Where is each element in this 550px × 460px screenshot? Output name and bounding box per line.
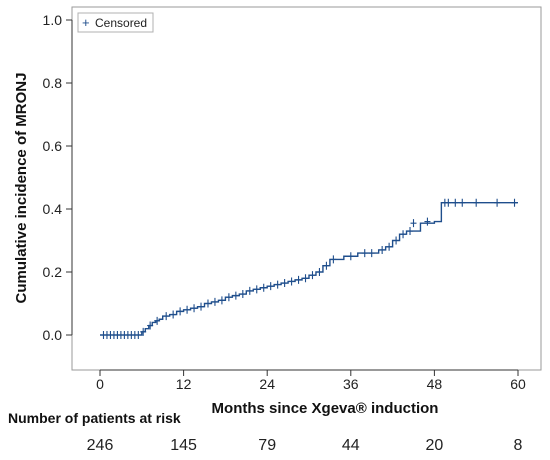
censor-mark bbox=[407, 227, 414, 236]
censor-mark bbox=[347, 252, 354, 261]
censor-mark bbox=[424, 217, 431, 226]
censor-mark bbox=[260, 283, 267, 292]
censor-mark bbox=[393, 236, 400, 245]
censor-mark bbox=[163, 312, 170, 321]
censor-mark bbox=[330, 255, 337, 264]
legend-box bbox=[77, 12, 154, 33]
censor-mark bbox=[400, 230, 407, 239]
censor-mark bbox=[147, 321, 154, 330]
censor-layer bbox=[100, 198, 518, 339]
y-tick-label: 1.0 bbox=[43, 12, 63, 28]
risk-count: 20 bbox=[426, 437, 444, 454]
y-tick-label: 0.0 bbox=[43, 327, 63, 343]
censor-mark bbox=[246, 286, 253, 295]
legend: + Censored bbox=[77, 12, 154, 33]
y-axis-title: Cumulative incidence of MRONJ bbox=[13, 73, 30, 304]
y-tick-label: 0.4 bbox=[43, 201, 63, 217]
censor-mark bbox=[135, 331, 142, 339]
censor-mark bbox=[218, 296, 225, 305]
x-tick-label: 36 bbox=[343, 376, 359, 392]
risk-count: 44 bbox=[342, 437, 360, 454]
legend-censor-symbol: + bbox=[82, 15, 90, 30]
censor-mark bbox=[309, 271, 316, 280]
censor-mark bbox=[274, 280, 281, 289]
censor-mark bbox=[368, 249, 375, 258]
x-tick-label: 48 bbox=[427, 376, 443, 392]
censor-mark bbox=[452, 198, 459, 207]
censor-mark bbox=[204, 299, 211, 308]
risk-count: 145 bbox=[170, 437, 197, 454]
y-axis: 0.0 0.2 0.4 0.6 0.8 1.0 bbox=[43, 12, 73, 343]
series-layer bbox=[100, 202, 518, 336]
censor-mark bbox=[445, 198, 452, 207]
risk-count: 79 bbox=[258, 437, 276, 454]
censor-mark bbox=[140, 327, 147, 336]
censor-mark bbox=[511, 198, 518, 207]
censor-mark bbox=[267, 282, 274, 291]
censor-mark bbox=[323, 261, 330, 270]
censor-mark bbox=[288, 277, 295, 286]
censor-mark bbox=[239, 290, 246, 299]
risk-count: 8 bbox=[514, 437, 523, 454]
censor-mark bbox=[379, 245, 386, 254]
y-tick-label: 0.6 bbox=[43, 138, 63, 154]
plot-frame bbox=[71, 6, 542, 371]
censor-mark bbox=[302, 274, 309, 283]
censor-mark bbox=[361, 249, 368, 258]
cumulative-incidence-line bbox=[100, 202, 518, 336]
censor-mark bbox=[386, 242, 393, 251]
censor-mark bbox=[295, 275, 302, 284]
x-tick-label: 60 bbox=[510, 376, 526, 392]
censor-mark bbox=[184, 305, 191, 314]
censor-mark bbox=[316, 268, 323, 276]
censor-mark bbox=[459, 198, 466, 207]
censor-mark bbox=[170, 310, 177, 319]
censor-mark bbox=[473, 198, 480, 207]
x-axis: 0 12 24 36 48 60 bbox=[96, 369, 526, 392]
risk-table-title: Number of patients at risk bbox=[8, 410, 181, 426]
censor-mark bbox=[253, 285, 260, 294]
y-tick-label: 0.8 bbox=[43, 75, 63, 91]
censor-mark bbox=[177, 307, 184, 316]
censor-mark bbox=[410, 219, 417, 228]
risk-table-values: 246 145 79 44 20 8 bbox=[87, 437, 523, 454]
x-tick-label: 24 bbox=[259, 376, 275, 392]
censor-mark bbox=[494, 198, 501, 207]
censor-mark bbox=[232, 291, 239, 300]
censor-mark bbox=[198, 302, 205, 311]
censor-mark bbox=[281, 279, 288, 288]
censor-mark bbox=[191, 304, 198, 313]
x-axis-title: Months since Xgeva® induction bbox=[212, 400, 439, 417]
y-tick-label: 0.2 bbox=[43, 264, 63, 280]
risk-count: 246 bbox=[87, 437, 114, 454]
legend-censored-label: Censored bbox=[95, 16, 147, 30]
x-tick-label: 12 bbox=[176, 376, 192, 392]
censor-mark bbox=[211, 297, 218, 306]
censor-mark bbox=[154, 316, 161, 325]
censor-mark bbox=[225, 293, 232, 302]
x-tick-label: 0 bbox=[96, 376, 104, 392]
